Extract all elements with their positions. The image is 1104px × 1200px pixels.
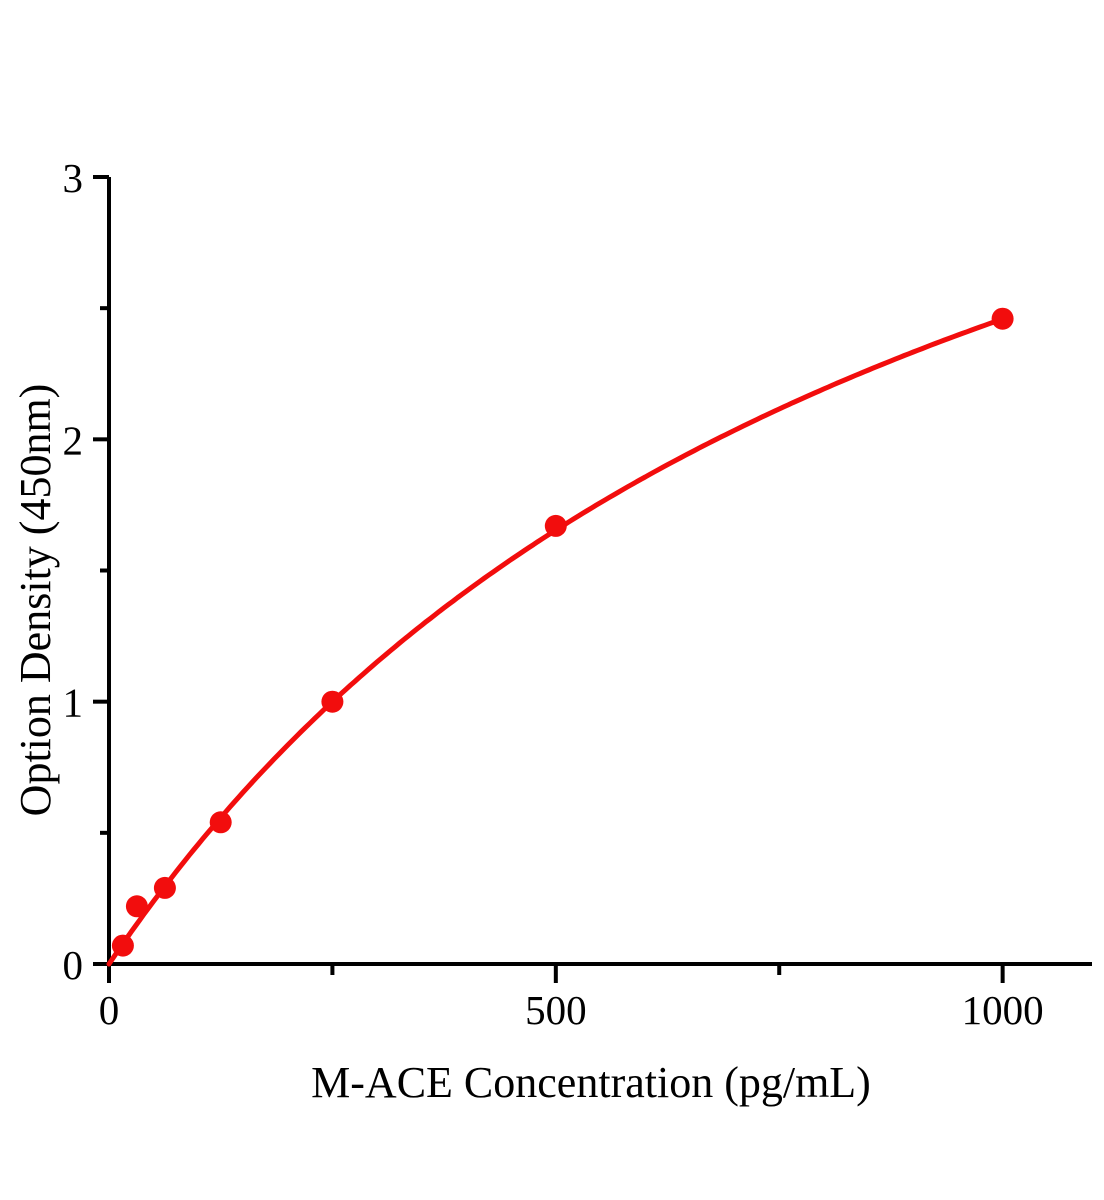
data-point (209, 811, 232, 834)
data-point (321, 690, 344, 713)
fit-curve (106, 316, 1006, 967)
y-tick-label: 1 (63, 680, 84, 726)
plot-area: 0 500 1000 0 1 2 3 (63, 155, 1092, 1033)
y-axis-title: Option Density (450nm) (11, 384, 60, 817)
x-tick-label: 500 (525, 987, 587, 1033)
x-tick-label: 0 (99, 987, 120, 1033)
data-point (111, 934, 134, 957)
data-point (153, 876, 176, 899)
data-point (125, 895, 148, 918)
axis-frame (107, 177, 1092, 966)
x-axis-title: M-ACE Concentration (pg/mL) (311, 1058, 871, 1107)
data-point (544, 514, 567, 537)
data-point (991, 307, 1014, 330)
y-tick-label: 2 (63, 417, 84, 463)
y-tick-label: 3 (63, 155, 84, 201)
y-tick-label: 0 (63, 942, 84, 988)
x-tick-label: 1000 (962, 987, 1044, 1033)
